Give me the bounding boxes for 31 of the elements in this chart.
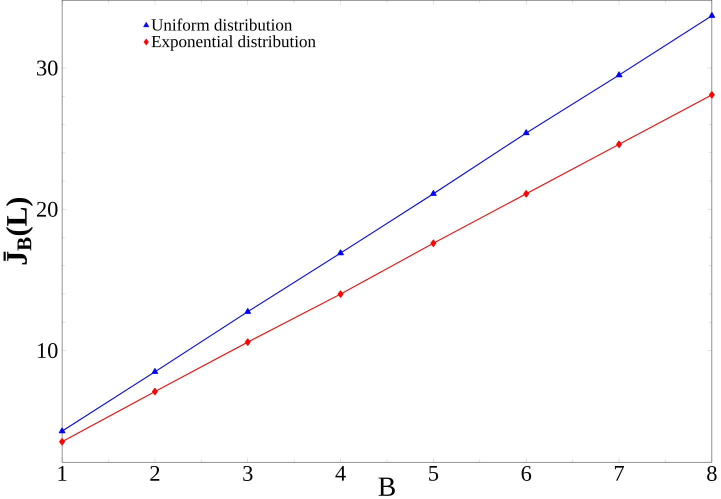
- x-tick-label: 7: [614, 466, 624, 480]
- point: [523, 190, 530, 198]
- x-tick-label: 3: [243, 466, 252, 481]
- point: [616, 140, 622, 148]
- point: [338, 290, 344, 298]
- point: [708, 12, 716, 18]
- x-axis-title: B: [378, 477, 395, 496]
- x-tick-label: 2: [150, 466, 160, 481]
- point: [59, 438, 66, 446]
- y-tick-label: 30: [37, 60, 58, 76]
- point: [58, 427, 66, 434]
- y-tick-label: 20: [37, 202, 58, 217]
- point: [244, 338, 251, 346]
- y-tick-label: 10: [38, 342, 58, 358]
- point: [616, 71, 622, 78]
- x-tick-label: 8: [707, 466, 717, 481]
- point: [430, 190, 437, 196]
- point: [430, 239, 436, 247]
- point: [337, 249, 344, 256]
- point: [708, 90, 715, 98]
- legend-label: Uniform distribution: [151, 18, 292, 30]
- y-axis-title: J̄$_{B}$(L): [4, 198, 33, 264]
- point: [244, 308, 252, 314]
- x-tick-label: 1: [58, 466, 66, 480]
- legend-label: Exponential distribution: [152, 35, 316, 50]
- point: [522, 129, 530, 135]
- x-tick-label: 6: [522, 466, 532, 481]
- point: [152, 388, 158, 396]
- x-tick-label: 4: [335, 466, 346, 480]
- x-tick-label: 5: [429, 466, 438, 481]
- point: [152, 368, 158, 374]
